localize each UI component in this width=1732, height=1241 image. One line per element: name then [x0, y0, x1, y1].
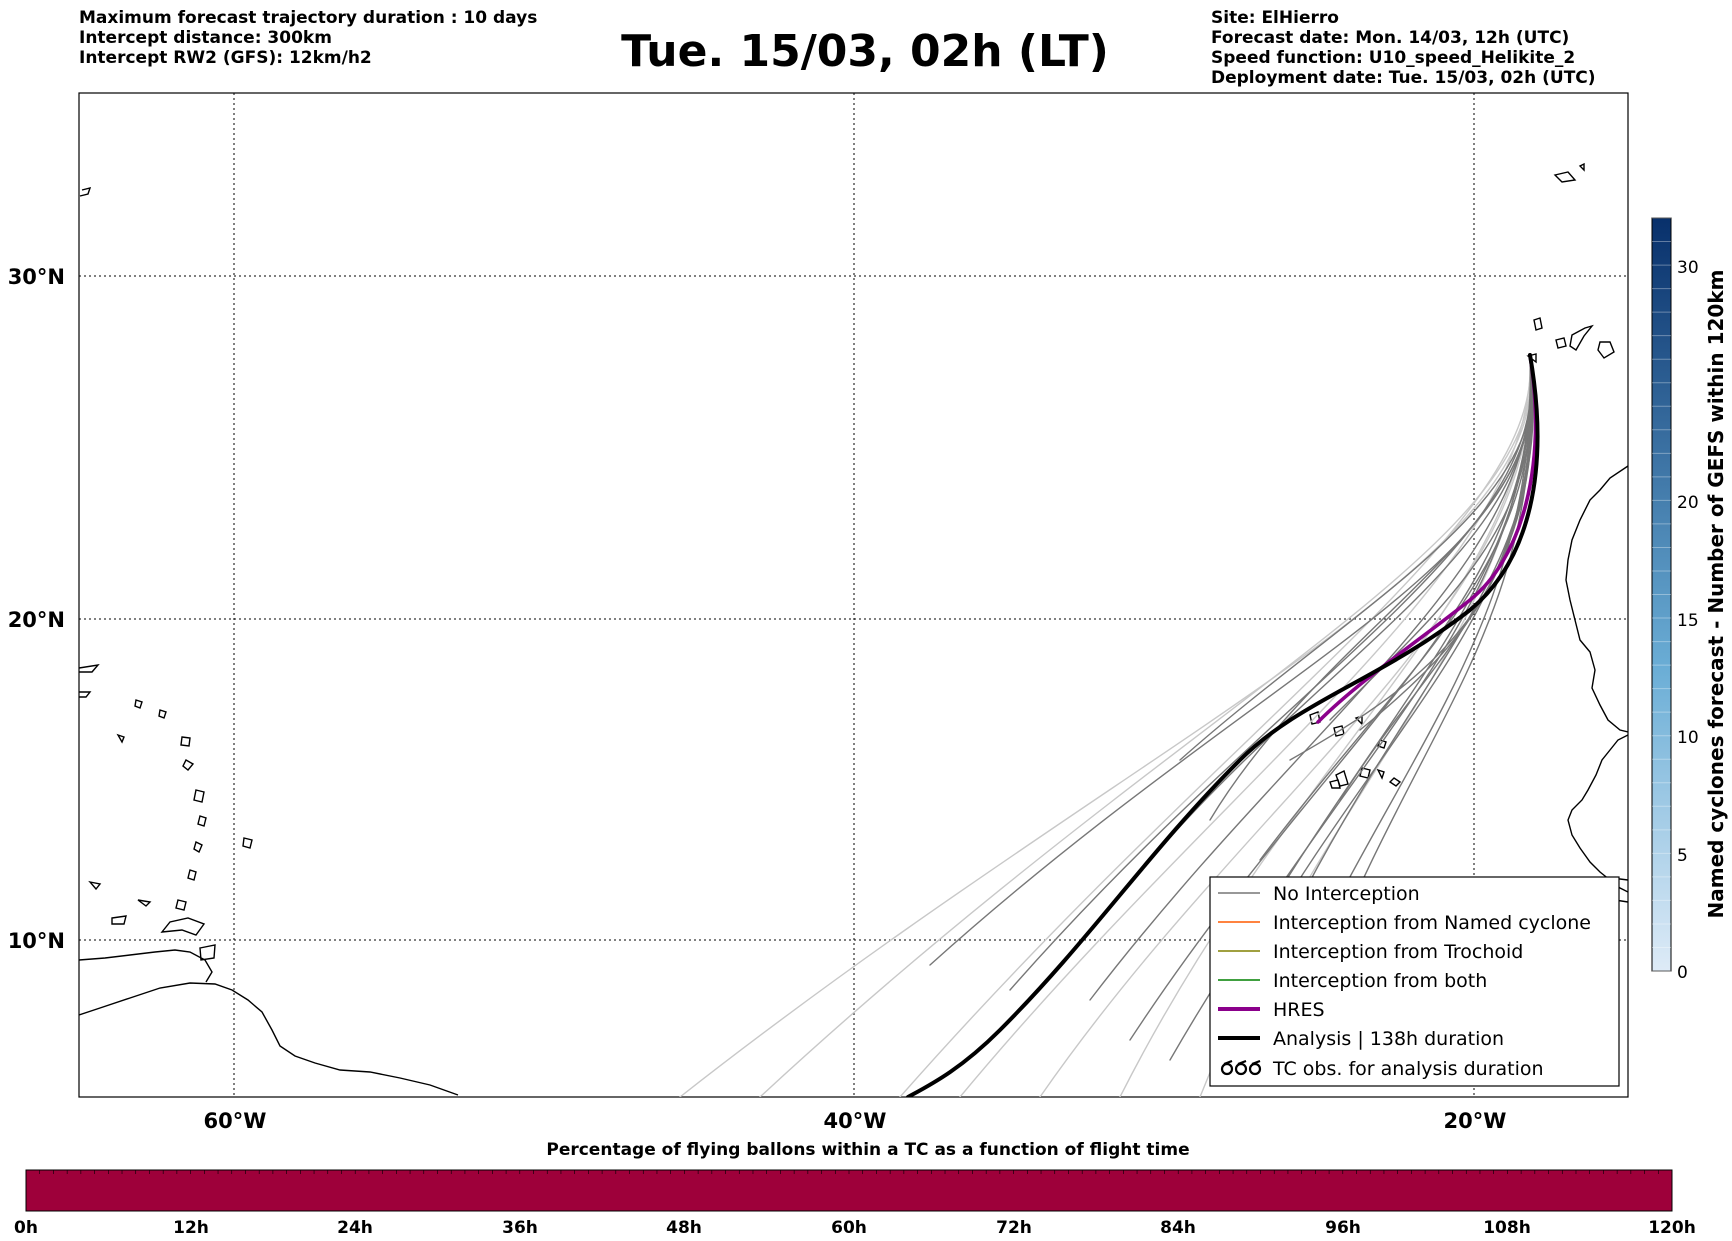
coastlines — [79, 162, 1628, 1096]
intercept-distance-text: Intercept distance: 300km — [79, 28, 332, 48]
time-tick-96h: 96h — [1325, 1218, 1361, 1238]
page-title: Tue. 15/03, 02h (LT) — [621, 26, 1109, 77]
legend-label-named-cyclone: Interception from Named cyclone — [1273, 912, 1591, 934]
lon-label-60w: 60°W — [204, 1109, 267, 1133]
ensemble-trajectory — [1039, 354, 1532, 1097]
colorbar-bottom-title: Percentage of flying ballons within a TC… — [546, 1140, 1189, 1160]
time-tick-48h: 48h — [666, 1218, 702, 1238]
legend-label-both: Interception from both — [1273, 970, 1487, 992]
time-tick-36h: 36h — [502, 1218, 538, 1238]
colorbar-tick-30: 30 — [1677, 258, 1699, 278]
ensemble-trajectory — [1149, 354, 1533, 861]
site-info: Site: ElHierro Forecast date: Mon. 14/03… — [1211, 8, 1596, 88]
forecast-date-text: Forecast date: Mon. 14/03, 12h (UTC) — [1211, 28, 1570, 48]
colorbar-right-fill — [1651, 217, 1672, 972]
colorbar-tick-15: 15 — [1677, 611, 1699, 631]
site-text: Site: ElHierro — [1211, 8, 1339, 28]
hres-trajectory — [1316, 353, 1538, 724]
colorbar-tick-20: 20 — [1677, 493, 1699, 513]
analysis-trajectory — [906, 353, 1540, 1097]
ensemble-trajectory — [899, 354, 1532, 1097]
legend-label-hres: HRES — [1273, 999, 1325, 1021]
ensemble-trajectory — [759, 354, 1532, 1097]
time-tick-24h: 24h — [337, 1218, 373, 1238]
colorbar-right-label: Named cyclones forecast - Number of GEFS… — [1704, 270, 1728, 919]
time-tick-72h: 72h — [996, 1218, 1032, 1238]
colorbar-tick-10: 10 — [1677, 728, 1699, 748]
legend-label-analysis: Analysis | 138h duration — [1273, 1028, 1504, 1050]
flight-time-colorbar: Percentage of flying ballons within a TC… — [14, 1140, 1696, 1238]
ensemble-trajectory — [1209, 354, 1535, 821]
tc-obs-symbol-icon — [1220, 1059, 1262, 1076]
time-tick-12h: 12h — [173, 1218, 209, 1238]
lon-label-40w: 40°W — [824, 1109, 887, 1133]
time-tick-120h: 120h — [1648, 1218, 1696, 1238]
time-tick-84h: 84h — [1160, 1218, 1196, 1238]
cyclone-count-colorbar: 0 5 10 15 20 30 Named cyclones forecast … — [1651, 217, 1728, 983]
time-tick-60h: 60h — [831, 1218, 867, 1238]
intercept-rw2-text: Intercept RW2 (GFS): 12km/h2 — [79, 48, 372, 68]
lat-label-30n: 30°N — [8, 265, 65, 289]
legend-box — [1209, 876, 1620, 1087]
lat-label-10n: 10°N — [8, 929, 65, 953]
colorbar-tick-5: 5 — [1677, 846, 1688, 866]
speed-function-text: Speed function: U10_speed_Helikite_2 — [1211, 48, 1576, 68]
legend: No Interception Interception from Named … — [1209, 876, 1620, 1087]
lat-label-20n: 20°N — [8, 608, 65, 632]
time-tick-0h: 0h — [14, 1218, 38, 1238]
ensemble-trajectory — [959, 354, 1531, 1097]
deployment-date-text: Deployment date: Tue. 15/03, 02h (UTC) — [1211, 68, 1596, 88]
legend-label-tc-obs: TC obs. for analysis duration — [1272, 1058, 1544, 1080]
colorbar-bottom-fill — [25, 1169, 1673, 1212]
legend-label-trochoid: Interception from Trochoid — [1273, 941, 1523, 963]
trajectory-layer — [679, 353, 1540, 1097]
time-tick-108h: 108h — [1483, 1218, 1531, 1238]
colorbar-tick-0: 0 — [1677, 963, 1688, 983]
max-duration-text: Maximum forecast trajectory duration : 1… — [79, 8, 538, 28]
legend-label-no-interception: No Interception — [1273, 883, 1420, 905]
lon-label-20w: 20°W — [1444, 1109, 1507, 1133]
run-parameters: Maximum forecast trajectory duration : 1… — [79, 8, 537, 68]
